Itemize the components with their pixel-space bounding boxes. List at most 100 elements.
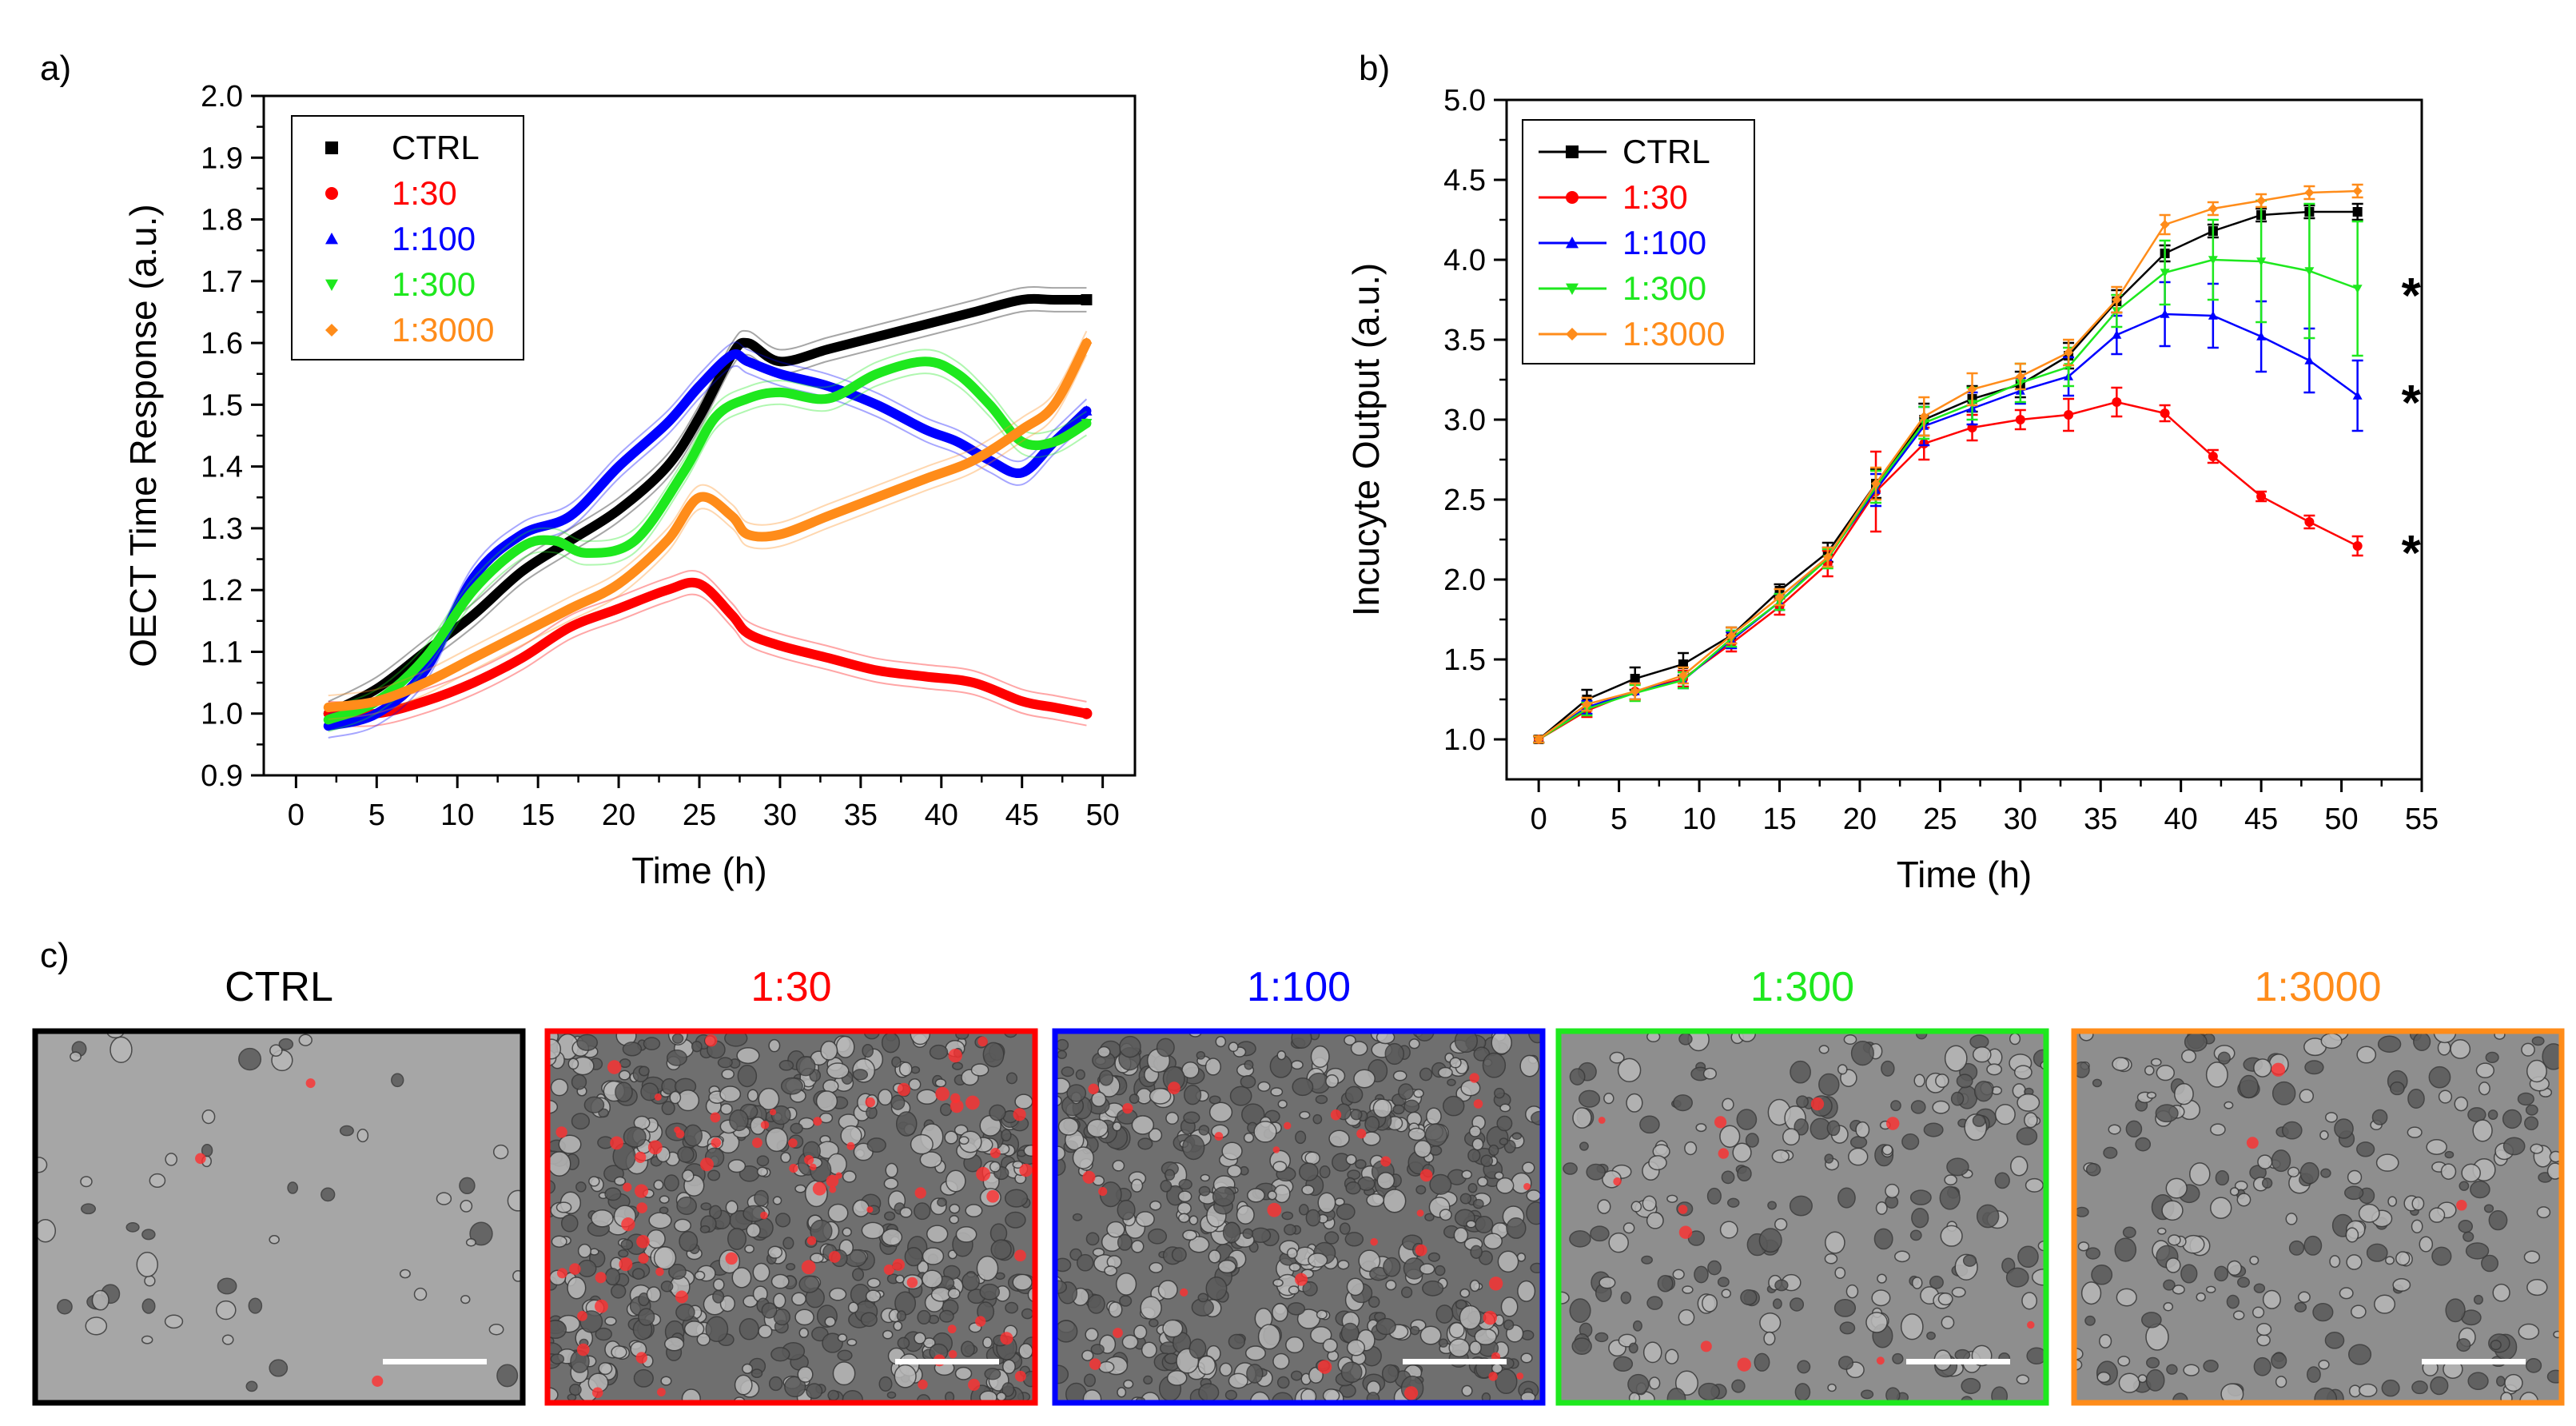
cell xyxy=(695,1271,705,1279)
cell xyxy=(1728,1198,1739,1207)
red-fluorescent-cell xyxy=(2247,1137,2259,1149)
cell xyxy=(2451,1040,2470,1058)
cell xyxy=(1005,1302,1017,1312)
cell xyxy=(821,1042,838,1060)
cell xyxy=(2321,1034,2342,1049)
cell xyxy=(683,1170,694,1181)
cell xyxy=(1282,1212,1292,1219)
cell xyxy=(1852,1042,1874,1066)
cell xyxy=(559,1135,581,1153)
cell xyxy=(2357,1142,2375,1157)
red-fluorescent-cell xyxy=(935,1087,950,1101)
cell xyxy=(2473,1120,2492,1141)
cell xyxy=(1352,1042,1368,1055)
data-point xyxy=(2304,188,2314,197)
cell xyxy=(81,1177,92,1187)
cell xyxy=(806,1384,822,1399)
cell xyxy=(2126,1121,2141,1137)
red-fluorescent-cell xyxy=(898,1083,911,1097)
cell xyxy=(2273,1082,2295,1105)
cell xyxy=(762,1303,776,1318)
cell xyxy=(1461,1080,1480,1095)
red-fluorescent-cell xyxy=(813,1182,826,1196)
y-tick-label: 5.0 xyxy=(1443,84,1486,118)
cell xyxy=(2234,1311,2244,1320)
red-fluorescent-cell xyxy=(1295,1273,1308,1286)
red-fluorescent-cell xyxy=(1013,1108,1026,1121)
x-axis-label: Time (h) xyxy=(631,850,767,891)
cell xyxy=(797,1057,815,1076)
cell xyxy=(795,1309,814,1324)
cell xyxy=(1698,1384,1719,1400)
cell xyxy=(2182,1050,2196,1062)
cell xyxy=(828,1204,847,1221)
cell xyxy=(713,1291,724,1303)
cell xyxy=(1067,1085,1085,1101)
cell xyxy=(2166,1258,2180,1273)
cell xyxy=(1073,1214,1082,1221)
cell xyxy=(1518,1281,1535,1301)
cell xyxy=(1076,1070,1085,1079)
cell xyxy=(1259,1324,1280,1349)
cell xyxy=(956,1368,972,1380)
x-tick-label: 40 xyxy=(925,799,958,832)
cell xyxy=(1142,1342,1157,1357)
cell xyxy=(1775,1280,1788,1290)
cell xyxy=(400,1270,410,1278)
cell xyxy=(757,1156,768,1165)
cell xyxy=(2026,1179,2044,1193)
cell xyxy=(2007,1268,2029,1286)
cell xyxy=(1708,1189,1722,1205)
data-point xyxy=(2353,186,2363,196)
y-tick-label: 1.4 xyxy=(201,451,243,484)
red-fluorescent-cell xyxy=(595,1300,608,1313)
cell xyxy=(2156,1066,2174,1081)
cell xyxy=(2271,1150,2290,1171)
cell xyxy=(927,1225,948,1242)
cell xyxy=(884,1178,898,1189)
red-fluorescent-cell xyxy=(1168,1081,1181,1094)
cell xyxy=(202,1110,214,1124)
cell xyxy=(1178,1202,1192,1214)
cell xyxy=(1825,1254,1837,1264)
red-fluorescent-cell xyxy=(915,1187,926,1198)
cell xyxy=(1271,1088,1282,1096)
red-fluorescent-cell xyxy=(829,1186,836,1193)
cell xyxy=(1694,1266,1708,1282)
cell xyxy=(1158,1281,1177,1299)
cell xyxy=(1471,1245,1482,1258)
cell xyxy=(615,1082,632,1101)
cell xyxy=(956,1227,976,1242)
cell xyxy=(567,1394,575,1400)
cell xyxy=(2216,1171,2228,1185)
cell xyxy=(2118,1356,2129,1366)
cell xyxy=(892,1057,901,1067)
cell xyxy=(905,1248,922,1266)
y-tick-label: 2.5 xyxy=(1443,484,1486,517)
cell xyxy=(1895,1251,1909,1261)
cell xyxy=(1325,1232,1339,1244)
cell xyxy=(700,1226,709,1233)
cell xyxy=(2411,1220,2422,1233)
cell xyxy=(2321,1169,2331,1177)
cell xyxy=(1137,1212,1155,1227)
cell xyxy=(1952,1288,1965,1297)
cell xyxy=(1933,1101,1949,1113)
cell xyxy=(1678,1310,1694,1325)
cell xyxy=(1005,1212,1025,1228)
cell xyxy=(911,1134,934,1153)
cell xyxy=(70,1052,81,1061)
cell xyxy=(1839,1356,1853,1369)
cell xyxy=(1184,1112,1200,1123)
red-fluorescent-cell xyxy=(1089,1358,1101,1370)
cell xyxy=(1113,1161,1124,1171)
cell xyxy=(1402,1287,1412,1297)
cell xyxy=(577,1034,597,1050)
cell xyxy=(1634,1321,1642,1331)
cell xyxy=(2237,1193,2250,1206)
cell xyxy=(1273,1161,1286,1172)
cell xyxy=(1618,1058,1641,1081)
cell xyxy=(1369,1297,1380,1307)
cell xyxy=(782,1078,802,1094)
cell xyxy=(842,1228,851,1236)
